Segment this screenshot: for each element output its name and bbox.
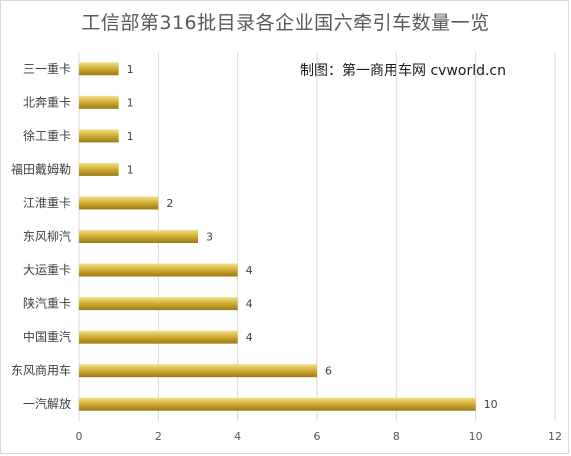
bar-2 (79, 129, 119, 143)
bars (79, 62, 476, 411)
bar-5 (79, 230, 198, 243)
data-label-7: 4 (246, 298, 253, 311)
bar-10 (79, 397, 476, 411)
x-tick-label-3: 6 (314, 430, 321, 443)
data-label-0: 1 (127, 63, 134, 76)
category-labels: 三一重卡北奔重卡徐工重卡福田戴姆勒江淮重卡东风柳汽大运重卡陕汽重卡中国重汽东风商… (11, 62, 71, 411)
category-label-1: 北奔重卡 (23, 95, 71, 109)
data-label-1: 1 (127, 96, 134, 109)
bar-3 (79, 162, 119, 176)
x-tick-label-5: 10 (469, 430, 483, 443)
chart-watermark: 制图：第一商用车网 cvworld.cn (300, 63, 507, 79)
category-label-0: 三一重卡 (23, 62, 71, 76)
data-label-10: 10 (484, 398, 498, 411)
data-label-5: 3 (206, 231, 213, 244)
x-tick-label-4: 8 (393, 430, 400, 443)
category-label-5: 东风柳汽 (23, 229, 71, 244)
bar-1 (79, 95, 119, 109)
data-label-8: 4 (246, 331, 253, 344)
x-tick-label-6: 12 (548, 430, 562, 443)
category-label-10: 一汽解放 (23, 396, 71, 411)
bar-8 (79, 330, 238, 344)
category-label-9: 东风商用车 (11, 363, 71, 378)
x-tick-label-0: 0 (76, 430, 83, 443)
x-tick-label-2: 4 (234, 430, 241, 443)
bar-9 (79, 364, 317, 378)
category-label-4: 江淮重卡 (23, 196, 71, 210)
category-label-2: 徐工重卡 (23, 128, 71, 143)
data-label-3: 1 (127, 163, 134, 176)
data-label-2: 1 (127, 130, 134, 143)
bar-0 (79, 62, 119, 76)
data-label-4: 2 (166, 197, 173, 210)
category-label-8: 中国重汽 (23, 329, 71, 344)
data-label-6: 4 (246, 264, 253, 277)
bar-6 (79, 263, 238, 277)
category-label-7: 陕汽重卡 (23, 296, 71, 311)
x-tick-label-1: 2 (155, 430, 162, 443)
bar-4 (79, 196, 159, 210)
bar-7 (79, 297, 238, 311)
data-labels: 1 1 1 1 2 3 4 4 4 6 10 (127, 63, 498, 411)
data-label-9: 6 (325, 365, 332, 378)
category-label-6: 大运重卡 (23, 263, 71, 277)
chart-title: 工信部第316批目录各企业国六牵引车数量一览 (81, 12, 490, 34)
x-axis-tick-labels: 0 2 4 6 8 10 12 (76, 430, 563, 443)
category-label-3: 福田戴姆勒 (11, 161, 71, 176)
